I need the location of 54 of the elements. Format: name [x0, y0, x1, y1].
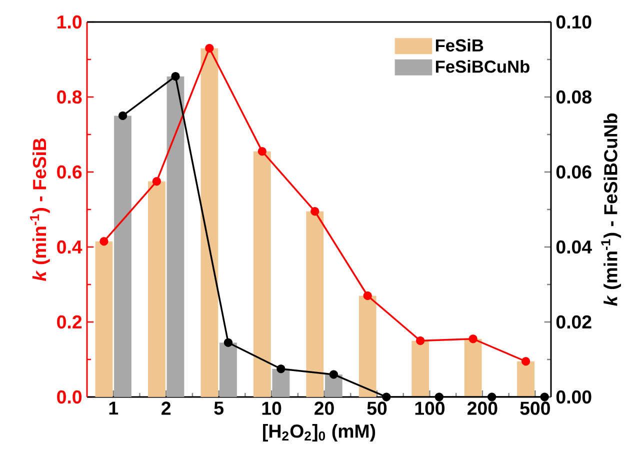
legend-label: FeSiBCuNb	[436, 60, 530, 73]
x-tick-label: 50	[367, 402, 387, 415]
point	[363, 291, 372, 300]
y-axis-title: k (min$^{-1}$) - FeSiB	[30, 138, 50, 282]
point	[540, 392, 549, 402]
x-tick-label: 1	[109, 402, 118, 415]
point	[224, 338, 233, 347]
y-tick-label: 0.0	[57, 390, 82, 404]
x-tick-label: 200	[468, 402, 498, 415]
x-tick-label: 2	[162, 402, 171, 415]
y-tick-label: 0.4	[57, 240, 82, 254]
y2-tick-label: 0.00	[556, 390, 592, 404]
point	[171, 72, 180, 81]
y-tick-label: 1.0	[58, 15, 82, 29]
y-tick-label: 0.6	[57, 165, 82, 179]
y2-tick-label: 0.08	[556, 90, 592, 104]
point	[100, 237, 108, 246]
x-axis-title: [H$_{2}$O$_{2}$]$_{0}$ (mM)	[263, 424, 376, 442]
x-tick-label: 500	[520, 402, 550, 415]
y-tick-label: 0.2	[57, 315, 82, 329]
bar	[200, 48, 218, 397]
point	[276, 364, 286, 374]
bar	[358, 296, 376, 397]
point	[434, 392, 444, 402]
bar	[253, 151, 271, 397]
bar	[324, 374, 342, 397]
point	[152, 177, 162, 186]
bar	[306, 211, 324, 397]
point	[258, 147, 266, 156]
x-tick-label: 20	[314, 402, 334, 415]
point	[488, 392, 496, 402]
y2-tick-label: 0.06	[556, 165, 592, 179]
bar	[220, 342, 237, 397]
y-tick-label: 0.8	[57, 90, 82, 104]
y2-tick-label: 0.10	[556, 15, 592, 29]
point	[205, 44, 214, 53]
point	[521, 357, 530, 366]
x-tick-label: 10	[262, 402, 282, 415]
legend-label: FeSiB	[436, 38, 484, 52]
y2-tick-label: 0.02	[556, 315, 592, 329]
bar	[517, 361, 534, 397]
point	[329, 370, 338, 379]
bar	[272, 368, 290, 397]
bar	[464, 338, 482, 397]
point	[310, 207, 320, 216]
bar	[412, 340, 430, 397]
point	[118, 111, 128, 120]
x-tick-label: 5	[214, 402, 224, 415]
y2-axis-title: k (min$^{-1}$) - FeSiBCuNb	[601, 114, 622, 306]
y2-tick-label: 0.04	[556, 240, 592, 254]
x-tick-label: 100	[415, 402, 445, 415]
point	[468, 334, 478, 344]
point	[382, 392, 391, 402]
point	[416, 336, 425, 346]
